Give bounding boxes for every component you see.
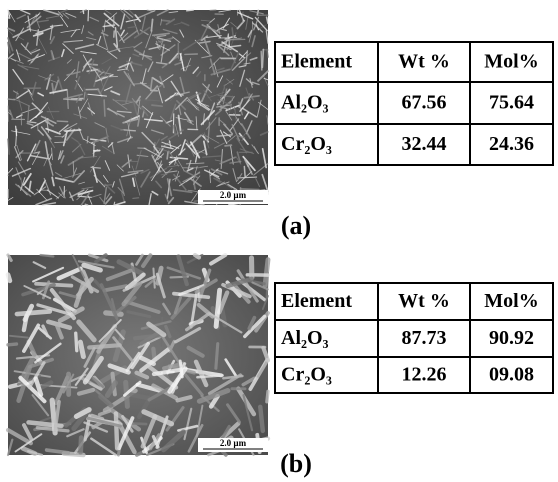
table-cell: 90.92 (489, 327, 534, 349)
crystal (76, 333, 77, 350)
crystal (81, 438, 82, 452)
crystal (267, 49, 268, 57)
crystal (162, 20, 169, 21)
crystal (8, 99, 15, 100)
crystal (187, 10, 194, 11)
crystal (57, 121, 67, 122)
crystal (103, 185, 112, 186)
crystal (267, 391, 268, 402)
scale-bar-label: 2.0 µm (220, 438, 247, 448)
table-cell: 24.36 (489, 133, 534, 155)
column-header: Wt % (398, 51, 450, 73)
column-header: Wt % (398, 290, 450, 312)
crystal (104, 100, 105, 116)
composition-table: Element Wt % Mol% Al₂O₃ 67.56 75.64 Cr₂O₃ 32.44… (275, 42, 553, 165)
crystal (225, 145, 231, 146)
crystal (8, 275, 10, 281)
crystal (262, 49, 263, 67)
table-cell: 12.26 (402, 364, 447, 386)
column-header: Mol% (484, 51, 538, 73)
crystal (265, 260, 268, 286)
crystal (152, 105, 162, 106)
composition-table: Element Wt % Mol% Al₂O₃ 87.73 90.92 Cr₂O₃ 12.26… (275, 283, 553, 393)
crystal (195, 255, 199, 257)
sem-image: 2.0 µm (8, 10, 268, 205)
sem-image: 2.0 µm (8, 255, 268, 455)
crystal (41, 255, 54, 256)
column-header: Element (281, 51, 352, 73)
crystal (151, 19, 152, 30)
crystal (131, 423, 146, 424)
crystal (216, 344, 218, 369)
table-cell: Cr₂O₃ (281, 364, 332, 386)
table-cell: Cr₂O₃ (281, 133, 332, 155)
crystal (24, 317, 27, 330)
crystal (244, 166, 245, 176)
crystal (55, 142, 66, 143)
crystal (8, 344, 16, 345)
crystal (65, 130, 80, 131)
column-header: Mol% (484, 290, 538, 312)
crystal (116, 413, 117, 448)
table-cell: 87.73 (402, 327, 447, 349)
crystal (17, 311, 50, 314)
table-cell: Al₂O₃ (281, 327, 329, 349)
crystal (167, 152, 168, 159)
panel-label: (b) (280, 449, 312, 478)
crystal (83, 10, 84, 13)
table-cell: Al₂O₃ (281, 92, 329, 114)
table-cell: 75.64 (489, 92, 534, 114)
crystal (80, 342, 83, 356)
panel-label: (a) (281, 211, 311, 240)
table-cell: 32.44 (402, 133, 447, 155)
table-cell: 67.56 (402, 92, 447, 114)
scale-bar-label: 2.0 µm (220, 190, 247, 200)
crystal (260, 407, 263, 431)
figure: 2.0 µm Element Wt % Mol% Al₂O₃ 67.56 75.64 Cr₂O… (0, 0, 558, 482)
crystal (85, 204, 87, 205)
table-cell: 09.08 (489, 364, 534, 386)
column-header: Element (281, 290, 352, 312)
